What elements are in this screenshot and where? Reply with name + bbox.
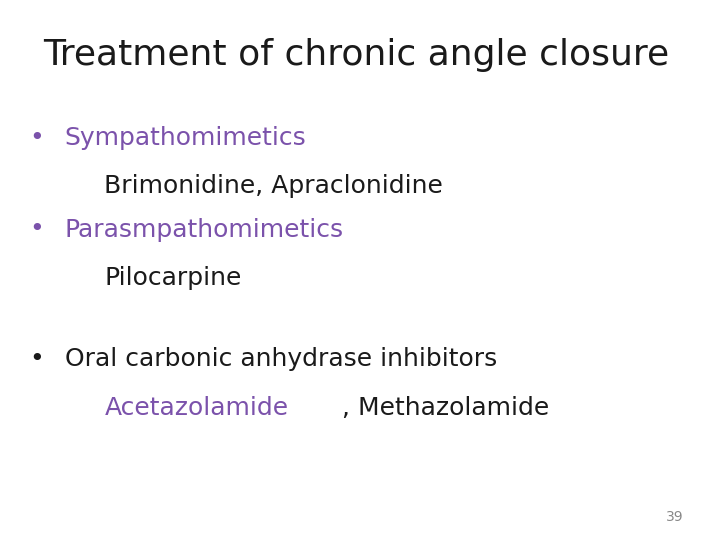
Text: Sympathomimetics: Sympathomimetics [65, 126, 307, 150]
Text: , Methazolamide: , Methazolamide [342, 396, 549, 420]
Text: Brimonidine, Apraclonidine: Brimonidine, Apraclonidine [104, 174, 444, 198]
Text: Pilocarpine: Pilocarpine [104, 266, 242, 290]
Text: Treatment of chronic angle closure: Treatment of chronic angle closure [43, 38, 670, 72]
Text: Acetazolamide: Acetazolamide [104, 396, 289, 420]
Text: Parasmpathomimetics: Parasmpathomimetics [65, 218, 344, 241]
Text: •: • [29, 218, 43, 241]
Text: •: • [29, 347, 43, 371]
Text: 39: 39 [667, 510, 684, 524]
Text: •: • [29, 126, 43, 150]
Text: Oral carbonic anhydrase inhibitors: Oral carbonic anhydrase inhibitors [65, 347, 497, 371]
